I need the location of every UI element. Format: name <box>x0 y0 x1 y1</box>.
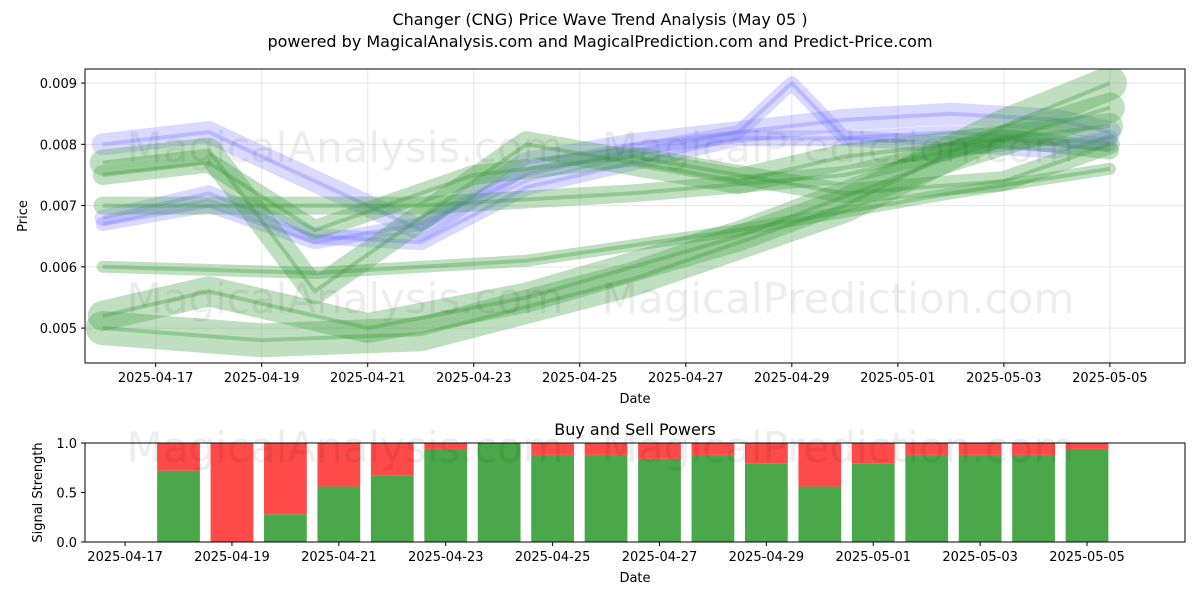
buy-bar <box>477 443 521 542</box>
wave-series-line <box>95 76 1117 250</box>
price-x-axis-label: Date <box>619 392 650 407</box>
sell-bar <box>691 443 735 455</box>
wave-series-core <box>102 111 1111 233</box>
buy-bar <box>1065 448 1109 542</box>
buy-bar <box>745 463 788 542</box>
watermark-prediction: MagicalPrediction.com <box>602 423 1075 472</box>
buy-bar <box>317 486 361 542</box>
sell-bar <box>370 443 414 476</box>
buy-bar <box>1012 454 1055 542</box>
signal-x-tick-label: 2025-04-23 <box>408 550 484 565</box>
signal-x-tick-label: 2025-04-19 <box>194 550 270 565</box>
wave-series-line <box>85 69 1127 358</box>
wave-series-core <box>102 142 1111 233</box>
buy-bar <box>531 454 574 542</box>
sell-bar <box>424 443 468 449</box>
chart-title: Changer (CNG) Price Wave Trend Analysis … <box>392 10 808 29</box>
watermark-analysis: MagicalAnalysis.com <box>127 123 564 172</box>
price-y-axis-label: Price <box>16 200 31 232</box>
price-x-tick-label: 2025-04-29 <box>754 371 830 386</box>
wave-series-line <box>96 162 1116 279</box>
signal-y-tick-label: 0.0 <box>56 536 77 551</box>
signal-x-axis-label: Date <box>619 571 650 586</box>
watermark-analysis: MagicalAnalysis.com <box>127 423 564 472</box>
price-y-tick-label: 0.007 <box>40 200 77 215</box>
price-x-tick-label: 2025-04-27 <box>648 371 724 386</box>
sell-bar <box>905 443 949 455</box>
sell-bar <box>317 443 361 487</box>
signal-x-tick-label: 2025-04-27 <box>622 550 698 565</box>
buy-bar <box>905 454 949 542</box>
wave-series-line <box>89 113 1123 305</box>
buy-bar <box>264 514 307 542</box>
signal-chart-title: Buy and Sell Powers <box>554 420 716 439</box>
sell-bar <box>584 443 628 455</box>
signal-x-tick-label: 2025-04-17 <box>87 550 163 565</box>
signal-plot-area <box>81 442 1186 546</box>
sell-bar <box>1012 443 1055 455</box>
sell-bar <box>745 443 788 464</box>
price-x-tick-label: 2025-04-17 <box>118 371 194 386</box>
signal-y-axis-label: Signal Strength <box>31 442 46 542</box>
buy-bar <box>691 454 735 542</box>
sell-bar <box>157 443 200 471</box>
buy-bar <box>584 454 628 542</box>
price-x-tick-label: 2025-04-21 <box>330 371 406 386</box>
wave-series-core <box>102 136 1111 245</box>
signal-y-tick-label: 0.5 <box>56 487 77 502</box>
buy-bar <box>798 486 842 542</box>
watermark-prediction: MagicalPrediction.com <box>602 274 1075 323</box>
signal-x-tick-label: 2025-04-29 <box>729 550 805 565</box>
signal-x-tick-label: 2025-04-25 <box>515 550 591 565</box>
signal-x-tick-label: 2025-05-05 <box>1049 550 1125 565</box>
wave-series-core <box>102 166 1111 275</box>
buy-bar <box>157 470 200 542</box>
buy-bar <box>958 454 1002 542</box>
price-y-tick-label: 0.009 <box>40 77 77 92</box>
wave-series-line <box>91 102 1121 242</box>
sell-bar <box>264 443 307 515</box>
sell-bar <box>210 443 254 542</box>
price-x-tick-label: 2025-05-05 <box>1072 371 1148 386</box>
sell-bar <box>798 443 842 487</box>
price-x-tick-label: 2025-04-19 <box>224 371 300 386</box>
buy-bar <box>638 458 681 542</box>
price-axes-frame <box>84 68 1186 364</box>
signal-x-tick-label: 2025-04-21 <box>301 550 377 565</box>
wave-series-core <box>102 136 1111 208</box>
signal-x-tick-label: 2025-05-01 <box>835 550 911 565</box>
watermark-analysis: MagicalAnalysis.com <box>127 274 564 323</box>
wave-series-core <box>102 81 1111 245</box>
price-plot-area <box>81 68 1186 367</box>
watermark-prediction: MagicalPrediction.com <box>602 123 1075 172</box>
signal-x-tick-label: 2025-05-03 <box>942 550 1018 565</box>
wave-series-core <box>102 81 1111 343</box>
price-series-group <box>85 69 1127 358</box>
price-y-tick-label: 0.005 <box>40 322 77 337</box>
wave-series-core <box>102 124 1111 294</box>
sell-bar <box>531 443 574 455</box>
signal-y-tick-label: 1.0 <box>56 437 77 452</box>
sell-bar <box>851 443 895 464</box>
price-y-tick-label: 0.006 <box>40 261 77 276</box>
buy-bar <box>851 463 895 542</box>
price-y-tick-label: 0.008 <box>40 138 77 153</box>
sell-bar <box>638 443 681 459</box>
wave-series-line <box>87 92 1125 344</box>
sell-bar <box>1065 443 1109 449</box>
buy-bar <box>424 448 468 542</box>
price-x-tick-label: 2025-04-23 <box>436 371 512 386</box>
wave-series-line <box>92 134 1120 241</box>
wave-series-line <box>93 129 1119 215</box>
sell-bar <box>958 443 1002 455</box>
price-x-tick-label: 2025-04-25 <box>542 371 618 386</box>
wave-series-line <box>94 130 1118 251</box>
price-x-tick-label: 2025-05-01 <box>860 371 936 386</box>
price-x-tick-label: 2025-05-03 <box>966 371 1042 386</box>
chart-subtitle: powered by MagicalAnalysis.com and Magic… <box>267 32 933 51</box>
buy-bar <box>370 475 414 542</box>
wave-series-core <box>102 105 1111 331</box>
